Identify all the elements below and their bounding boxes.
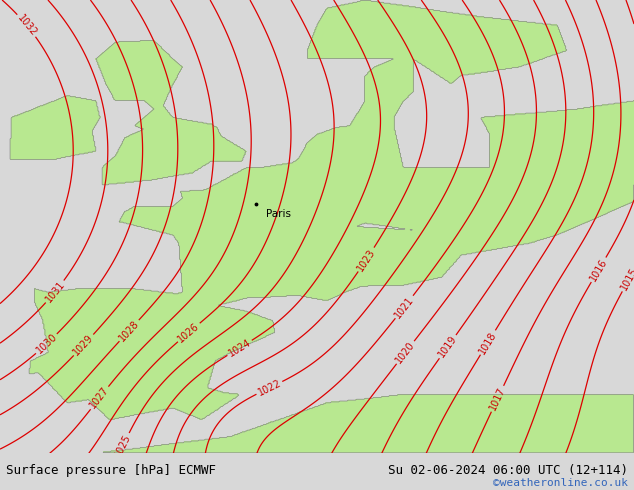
- Text: 1017: 1017: [488, 386, 507, 412]
- Text: 1020: 1020: [394, 340, 417, 365]
- Text: Surface pressure [hPa] ECMWF: Surface pressure [hPa] ECMWF: [6, 464, 216, 477]
- Text: 1016: 1016: [588, 257, 609, 283]
- Text: 1032: 1032: [15, 13, 39, 38]
- Text: 1024: 1024: [226, 337, 253, 359]
- Text: 1030: 1030: [34, 332, 59, 356]
- Text: 1018: 1018: [477, 329, 498, 356]
- Text: 1027: 1027: [88, 385, 111, 411]
- Text: 1026: 1026: [176, 320, 202, 344]
- Text: 1028: 1028: [117, 318, 141, 343]
- Text: 1021: 1021: [392, 294, 416, 320]
- Text: 1025: 1025: [113, 433, 133, 459]
- Text: Su 02-06-2024 06:00 UTC (12+114): Su 02-06-2024 06:00 UTC (12+114): [387, 464, 628, 477]
- Text: 1022: 1022: [256, 378, 283, 398]
- Text: Paris: Paris: [266, 209, 291, 219]
- Text: ©weatheronline.co.uk: ©weatheronline.co.uk: [493, 478, 628, 488]
- Text: 1029: 1029: [72, 333, 96, 358]
- Text: 1019: 1019: [437, 334, 459, 360]
- Text: 1031: 1031: [43, 279, 67, 304]
- Text: 1023: 1023: [355, 246, 377, 272]
- Text: 1015: 1015: [619, 266, 634, 292]
